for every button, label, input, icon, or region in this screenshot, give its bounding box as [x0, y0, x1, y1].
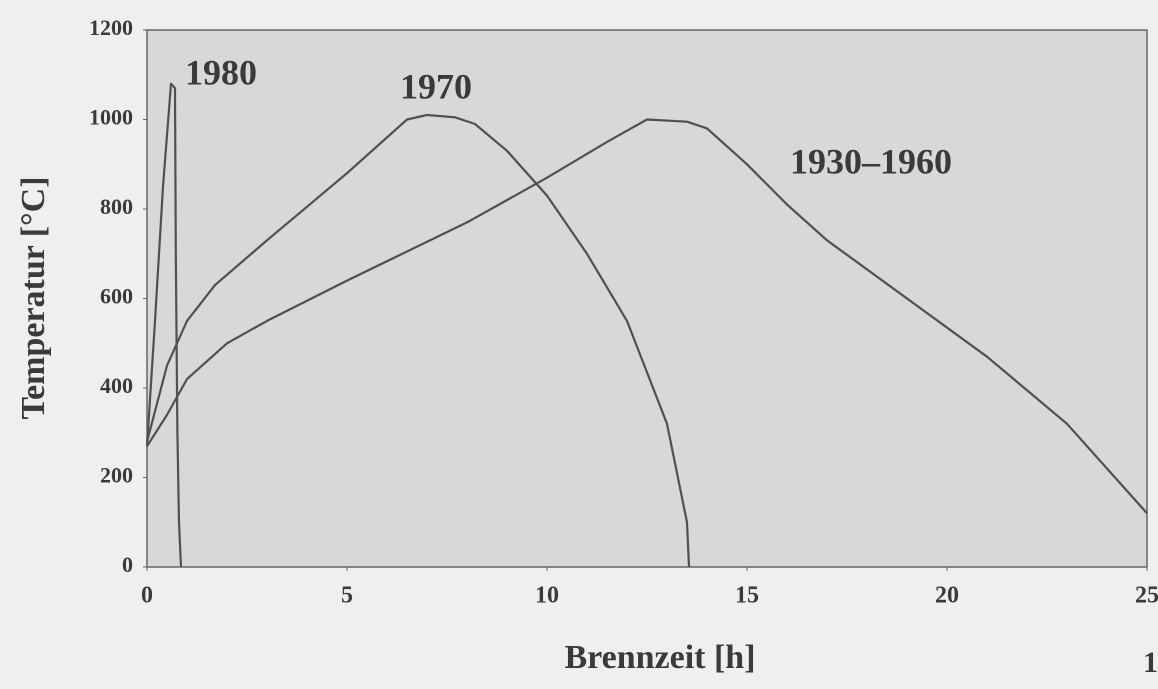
- x-axis-label: Brennzeit [h]: [564, 639, 755, 676]
- y-tick-label: 600: [100, 284, 133, 309]
- x-tick-label: 5: [341, 583, 353, 609]
- series-line: [145, 113, 691, 568]
- series-label: 1980: [185, 52, 257, 92]
- x-tick-label: 10: [535, 583, 559, 609]
- series-label: 1970: [400, 66, 472, 106]
- x-tick-label: 15: [735, 583, 759, 609]
- y-tick-label: 1000: [89, 105, 133, 130]
- y-tick-label: 200: [100, 463, 133, 488]
- x-tick-label: 25: [1135, 583, 1158, 609]
- series-line: [146, 118, 1148, 515]
- x-tick-label: 0: [141, 583, 153, 609]
- y-tick-label: 800: [100, 194, 133, 219]
- y-tick-label: 400: [100, 373, 133, 398]
- y-tick-label: 1200: [89, 15, 133, 40]
- y-tick-label: 0: [122, 552, 133, 577]
- series-label: 1930–1960: [790, 141, 952, 181]
- y-axis-label: Temperatur [°C]: [15, 176, 52, 419]
- series-line: [145, 82, 183, 568]
- page-number: 1: [1143, 646, 1158, 679]
- x-tick-label: 20: [935, 583, 959, 609]
- plot-area: [146, 29, 1148, 568]
